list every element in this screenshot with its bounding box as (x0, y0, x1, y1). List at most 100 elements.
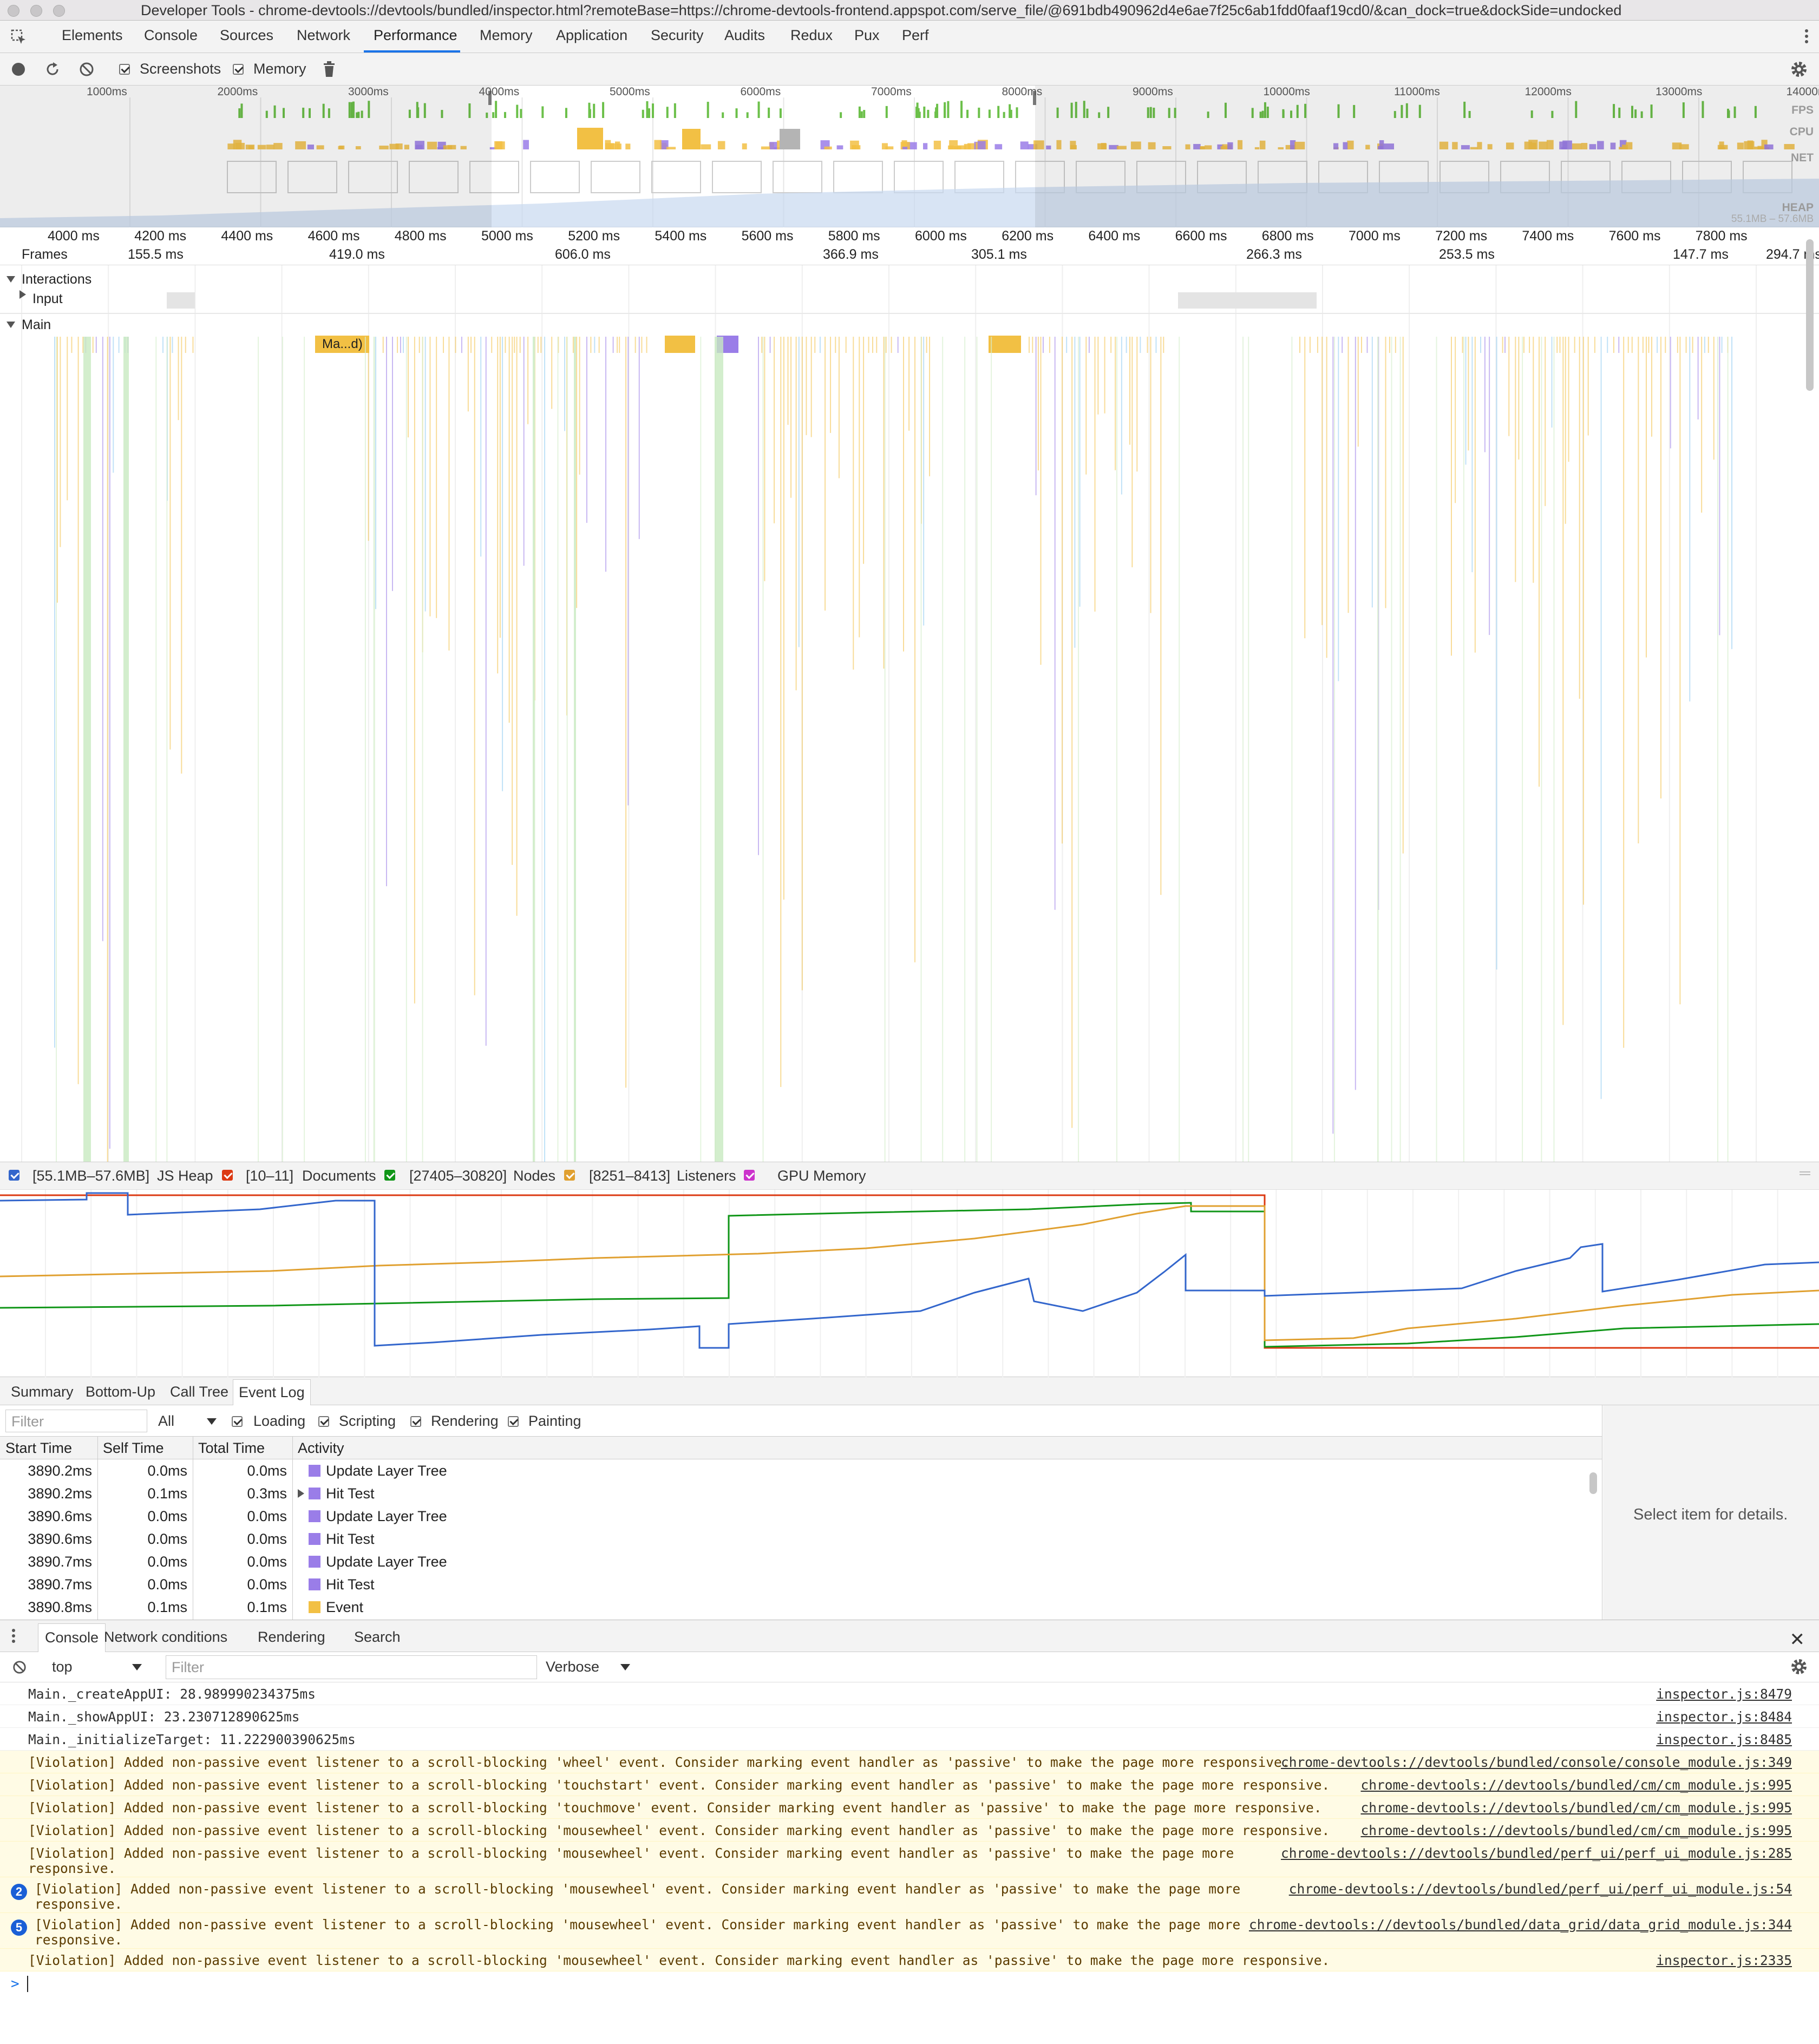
more-options-icon[interactable] (1804, 28, 1809, 45)
tab-application[interactable]: Application (556, 27, 628, 43)
frame-duration-label[interactable]: 366.9 ms (823, 247, 879, 262)
category-label-scripting: Scripting (339, 1413, 396, 1429)
table-row[interactable]: 3890.8ms 0.1ms 0.1ms Event (0, 1596, 1592, 1619)
category-checkbox-rendering[interactable] (410, 1416, 421, 1427)
frame-duration-label[interactable]: 419.0 ms (329, 247, 385, 262)
console-source-link[interactable]: chrome-devtools://devtools/bundled/cm/cm… (1360, 1777, 1792, 1793)
console-source-link[interactable]: inspector.js:8484 (1656, 1709, 1792, 1725)
tab-sources[interactable]: Sources (220, 27, 274, 43)
total-time-cell: 0.3ms (247, 1485, 287, 1502)
frames-track-label[interactable]: Frames (22, 247, 68, 262)
start-time-header[interactable]: Start Time (5, 1440, 73, 1456)
interactions-expand-icon[interactable] (6, 276, 15, 283)
table-row[interactable]: 3890.2ms 0.1ms 0.3ms Hit Test (0, 1482, 1592, 1505)
interactions-track-label[interactable]: Interactions (22, 272, 92, 287)
console-source-link[interactable]: chrome-devtools://devtools/bundled/conso… (1280, 1754, 1792, 1770)
console-source-link[interactable]: chrome-devtools://devtools/bundled/cm/cm… (1360, 1823, 1792, 1838)
tab-security[interactable]: Security (651, 27, 704, 43)
category-checkbox-painting[interactable] (508, 1416, 519, 1427)
drawer-tab-network-conditions[interactable]: Network conditions (104, 1629, 228, 1645)
main-track-label[interactable]: Main (22, 317, 51, 332)
clear-console-icon[interactable] (12, 1660, 27, 1675)
context-selector[interactable]: top (52, 1659, 73, 1675)
garbage-collect-icon[interactable] (323, 61, 336, 78)
inspect-element-icon[interactable] (11, 29, 27, 45)
log-level-select[interactable]: Verbose (546, 1659, 600, 1675)
reload-record-icon[interactable] (44, 61, 61, 77)
counter-checkbox-documents[interactable] (222, 1170, 233, 1181)
tab-redux[interactable]: Redux (790, 27, 833, 43)
console-filter-input[interactable]: Filter (166, 1655, 537, 1679)
frame-duration-label[interactable]: 147.7 ms (1673, 247, 1729, 262)
counter-checkbox-nodes[interactable] (384, 1170, 395, 1181)
console-input[interactable] (27, 1976, 28, 1992)
frame-duration-label[interactable]: 266.3 ms (1246, 247, 1302, 262)
timeline-overview[interactable]: 1000ms 2000ms 3000ms 4000ms 5000ms 6000ms 7000… (0, 86, 1819, 227)
memory-counter-chart[interactable] (0, 1190, 1819, 1377)
window-minimize-button[interactable] (30, 5, 42, 17)
details-tab-bottom-up[interactable]: Bottom-Up (86, 1384, 156, 1400)
clear-icon[interactable] (78, 61, 95, 77)
console-source-link[interactable]: chrome-devtools://devtools/bundled/perf_… (1280, 1845, 1792, 1861)
counter-checkbox-listeners[interactable] (564, 1170, 575, 1181)
main-expand-icon[interactable] (6, 322, 15, 328)
console-source-link[interactable]: inspector.js:2335 (1656, 1953, 1792, 1968)
table-row[interactable]: 3890.7ms 0.0ms 0.0ms Update Layer Tree (0, 1550, 1592, 1573)
console-settings-gear-icon[interactable] (1790, 1658, 1808, 1676)
drawer-menu-icon[interactable] (11, 1628, 16, 1645)
drawer-tab-console[interactable]: Console (38, 1623, 106, 1653)
ruler-tick-label: 6600 ms (1175, 228, 1227, 244)
details-tab-summary[interactable]: Summary (11, 1384, 74, 1400)
table-row[interactable]: 3890.6ms 0.0ms 0.0ms Hit Test (0, 1528, 1592, 1550)
window-maximize-button[interactable] (53, 5, 65, 17)
close-drawer-icon[interactable]: ✕ (1789, 1629, 1805, 1650)
frame-duration-label[interactable]: 155.5 ms (128, 247, 184, 262)
tab-audits[interactable]: Audits (724, 27, 765, 43)
tab-performance[interactable]: Performance (374, 27, 457, 43)
category-checkbox-loading[interactable] (232, 1416, 243, 1427)
console-source-link[interactable]: chrome-devtools://devtools/bundled/data_… (1248, 1917, 1792, 1932)
frame-duration-label[interactable]: 305.1 ms (971, 247, 1027, 262)
details-tab-call-tree[interactable]: Call Tree (170, 1384, 229, 1400)
activity-header[interactable]: Activity (298, 1440, 344, 1456)
flame-scrollbar[interactable] (1806, 239, 1814, 391)
counter-checkbox-gpu-memory[interactable] (744, 1170, 755, 1181)
table-row[interactable]: 3890.6ms 0.0ms 0.0ms Update Layer Tree (0, 1505, 1592, 1528)
tab-network[interactable]: Network (297, 27, 351, 43)
tab-console[interactable]: Console (144, 27, 198, 43)
window-close-button[interactable] (8, 5, 19, 17)
event-log-scrollbar[interactable] (1589, 1472, 1597, 1494)
screenshots-checkbox[interactable] (119, 64, 130, 75)
console-source-link[interactable]: chrome-devtools://devtools/bundled/cm/cm… (1360, 1800, 1792, 1816)
expand-row-icon[interactable] (298, 1489, 304, 1498)
tab-pux[interactable]: Pux (854, 27, 880, 43)
counter-checkbox-js-heap[interactable] (9, 1170, 19, 1181)
self-time-header[interactable]: Self Time (103, 1440, 164, 1456)
event-filter-input[interactable]: Filter (5, 1410, 147, 1432)
frame-duration-label[interactable]: 606.0 ms (555, 247, 611, 262)
console-source-link[interactable]: chrome-devtools://devtools/bundled/perf_… (1288, 1881, 1792, 1897)
total-time-header[interactable]: Total Time (198, 1440, 265, 1456)
tab-memory[interactable]: Memory (480, 27, 533, 43)
main-task-label[interactable]: Ma...d) (322, 337, 363, 351)
category-checkbox-scripting[interactable] (318, 1416, 329, 1427)
details-tab-event-log[interactable]: Event Log (233, 1379, 311, 1405)
tab-elements[interactable]: Elements (62, 27, 123, 43)
ruler-tick-label: 4200 ms (134, 228, 187, 244)
memory-checkbox[interactable] (233, 64, 244, 75)
drawer-tab-rendering[interactable]: Rendering (258, 1629, 325, 1645)
table-row[interactable]: 3890.2ms 0.0ms 0.0ms Update Layer Tree (0, 1459, 1592, 1482)
record-button[interactable] (12, 63, 25, 76)
tab-perf[interactable]: Perf (902, 27, 929, 43)
table-row[interactable]: 3890.7ms 0.0ms 0.0ms Hit Test (0, 1573, 1592, 1596)
input-expand-icon[interactable] (19, 290, 26, 299)
duration-filter-select[interactable]: All (158, 1413, 175, 1429)
panel-resize-icon[interactable] (1798, 1170, 1811, 1178)
capture-settings-gear-icon[interactable] (1790, 60, 1808, 78)
console-source-link[interactable]: inspector.js:8479 (1656, 1686, 1792, 1702)
console-source-link[interactable]: inspector.js:8485 (1656, 1732, 1792, 1747)
input-track-label[interactable]: Input (32, 291, 63, 306)
frame-duration-label[interactable]: 253.5 ms (1439, 247, 1495, 262)
drawer-tab-search[interactable]: Search (354, 1629, 401, 1645)
flame-chart[interactable]: Interactions Input Main Ma...d) (0, 265, 1819, 1162)
